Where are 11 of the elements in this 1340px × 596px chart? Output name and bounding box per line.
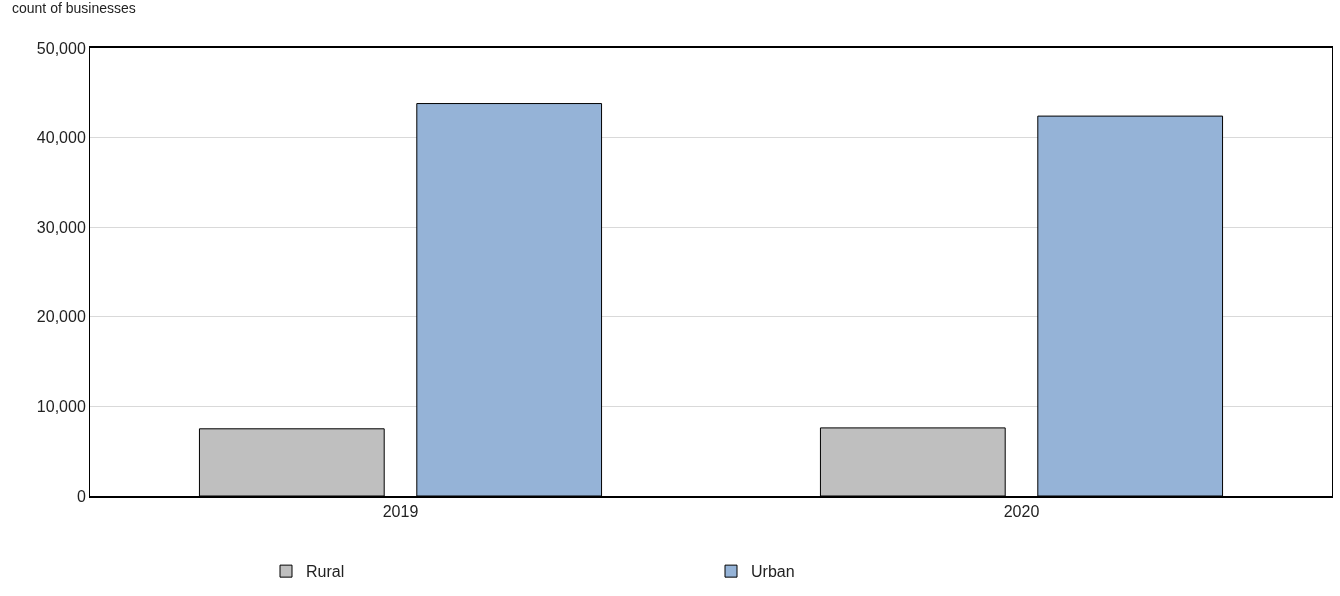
y-tick-label: 0 [76,487,86,505]
x-tick-label: 2020 [1003,502,1040,520]
y-tick-label: 10,000 [36,398,86,415]
legend-label: Rural [306,563,345,581]
legend-label: Urban [751,563,795,581]
y-tick-label: 30,000 [36,218,86,236]
y-tick-label: 40,000 [36,129,86,147]
y-tick-label: 50,000 [36,39,86,57]
x-tick-label: 2019 [382,502,419,520]
y-tick-label: 20,000 [36,308,86,326]
y-axis-title: count of businesses [12,0,136,16]
